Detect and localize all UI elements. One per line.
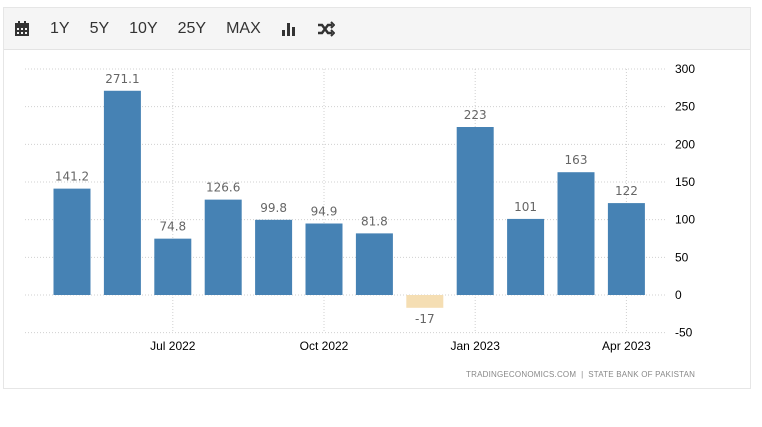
- shuffle-icon[interactable]: [317, 20, 335, 37]
- data-label: 163: [565, 153, 588, 167]
- x-tick-label: Jan 2023: [451, 339, 501, 353]
- range-10y-button[interactable]: 10Y: [129, 19, 158, 37]
- y-tick-label: 200: [675, 137, 695, 151]
- data-label: 94.9: [311, 205, 338, 219]
- bar-apr-2023: [607, 203, 645, 295]
- bar-jan-2023: [456, 127, 494, 295]
- x-tick-label: Jul 2022: [150, 339, 196, 353]
- bar-aug-2022: [204, 199, 242, 295]
- bar-nov-2022: [355, 233, 393, 295]
- data-label: 223: [464, 108, 487, 122]
- y-tick-label: 100: [675, 213, 695, 227]
- bar-chart-icon[interactable]: [281, 21, 297, 37]
- range-1y-button[interactable]: 1Y: [50, 19, 70, 37]
- bar-sep-2022: [255, 219, 293, 295]
- y-tick-label: 250: [675, 100, 695, 114]
- source-label: TRADINGECONOMICS.COM | STATE BANK OF PAK…: [466, 370, 696, 379]
- calendar-icon[interactable]: [14, 20, 30, 37]
- data-label: 126.6: [206, 181, 240, 195]
- data-label: 74.8: [159, 220, 186, 234]
- range-5y-button[interactable]: 5Y: [89, 19, 110, 37]
- bar-may-2022: [53, 188, 91, 295]
- data-label: 122: [615, 184, 638, 198]
- bar-jun-2022: [103, 90, 141, 295]
- data-label: 141.2: [55, 170, 89, 184]
- y-tick-label: -50: [675, 326, 693, 340]
- chart-container: 1Y 5Y 10Y 25Y MAX: [3, 7, 751, 389]
- y-tick-label: 50: [675, 250, 689, 264]
- data-label: -17: [415, 312, 435, 326]
- toolbar: 1Y 5Y 10Y 25Y MAX: [4, 8, 750, 50]
- bar-mar-2023: [557, 172, 595, 295]
- data-label: 271.1: [105, 72, 139, 86]
- bar-jul-2022: [154, 238, 192, 295]
- y-tick-label: 300: [675, 62, 695, 76]
- bar-feb-2023: [507, 218, 545, 295]
- y-tick-label: 0: [675, 288, 682, 302]
- range-max-button[interactable]: MAX: [226, 19, 261, 37]
- bar-oct-2022: [305, 223, 343, 295]
- x-tick-label: Oct 2022: [300, 339, 349, 353]
- data-label: 81.8: [361, 214, 388, 228]
- bar-dec-2022: [406, 295, 444, 308]
- range-25y-button[interactable]: 25Y: [177, 19, 207, 37]
- y-tick-label: 150: [675, 175, 695, 189]
- data-label: 101: [514, 200, 537, 214]
- data-label: 99.8: [260, 201, 287, 215]
- x-tick-label: Apr 2023: [602, 339, 651, 353]
